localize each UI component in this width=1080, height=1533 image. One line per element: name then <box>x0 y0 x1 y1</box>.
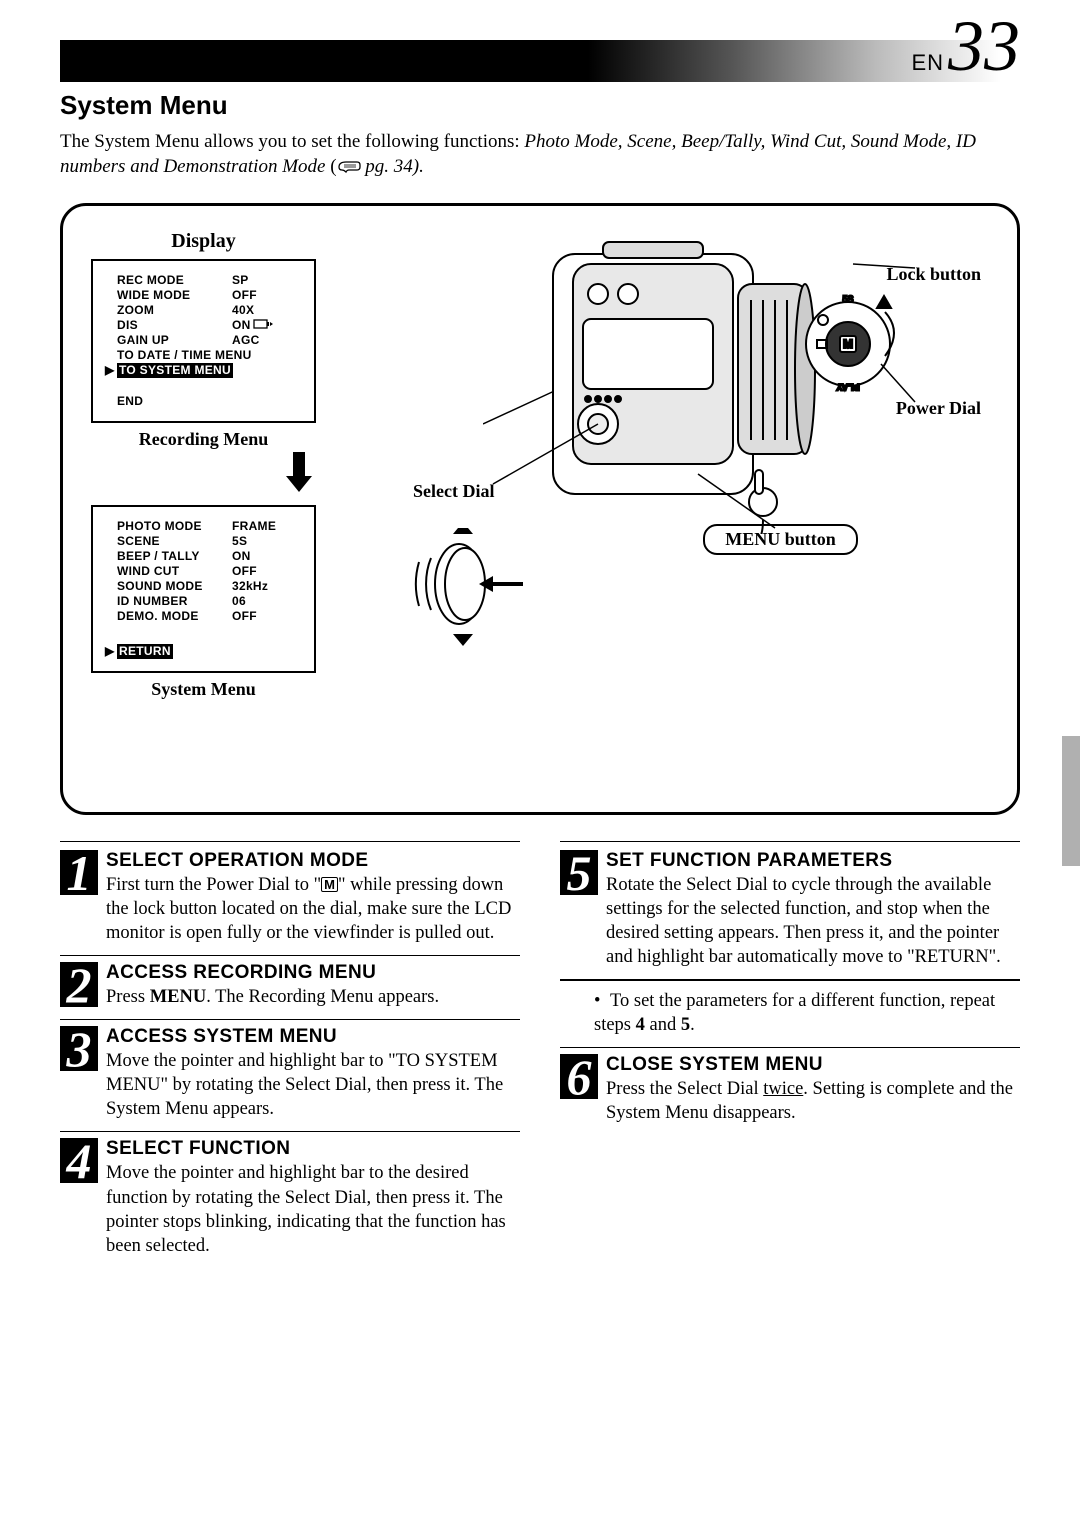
step-2: 2 ACCESS RECORDING MENU Press MENU. The … <box>60 956 520 1020</box>
osd-key: WIND CUT <box>117 564 232 579</box>
step-title: SET FUNCTION PARAMETERS <box>606 850 1020 872</box>
osd-key: ID NUMBER <box>117 594 232 609</box>
steps-columns: 1 SELECT OPERATION MODE First turn the P… <box>60 841 1020 1268</box>
osd-val: SP <box>232 273 249 288</box>
step-text: Move the pointer and highlight bar to "T… <box>106 1049 520 1121</box>
osd-key: SCENE <box>117 534 232 549</box>
step-text: Press the Select Dial twice. Setting is … <box>606 1077 1020 1125</box>
step-text: Rotate the Select Dial to cycle through … <box>606 873 1020 969</box>
osd-key: REC MODE <box>117 273 232 288</box>
osd-key: GAIN UP <box>117 333 232 348</box>
svg-text:M: M <box>843 337 853 351</box>
osd-key: ZOOM <box>117 303 232 318</box>
step-number: 4 <box>60 1138 98 1183</box>
header-gradient-bar <box>60 40 1020 82</box>
note-text: •To set the parameters for a different f… <box>594 989 1020 1037</box>
osd-key: SOUND MODE <box>117 579 232 594</box>
osd-val: 06 <box>232 594 246 609</box>
step-title: SELECT FUNCTION <box>106 1138 520 1160</box>
osd-val: AGC <box>232 333 260 348</box>
step-title: CLOSE SYSTEM MENU <box>606 1054 1020 1076</box>
osd-end: END <box>117 394 143 408</box>
side-tab <box>1062 736 1080 866</box>
osd-highlight: TO SYSTEM MENU <box>117 363 233 378</box>
step-number: 6 <box>560 1054 598 1099</box>
steps-col-right: 5 SET FUNCTION PARAMETERS Rotate the Sel… <box>560 841 1020 1268</box>
step-3: 3 ACCESS SYSTEM MENU Move the pointer an… <box>60 1020 520 1132</box>
osd-val: ON <box>232 549 251 564</box>
down-arrow-icon <box>91 450 316 499</box>
svg-text:5S: 5S <box>842 294 853 304</box>
intro-text-2: ( <box>325 156 336 177</box>
osd-val: 40X <box>232 303 254 318</box>
step-text: First turn the Power Dial to "M" while p… <box>106 873 520 945</box>
display-label: Display <box>91 230 316 253</box>
page-number: EN 33 <box>911 18 1020 76</box>
osd-key: DIS <box>117 318 232 333</box>
diagram-box: Display REC MODESP WIDE MODEOFF ZOOM40X … <box>60 203 1020 815</box>
step-number: 5 <box>560 850 598 895</box>
osd-val: FRAME <box>232 519 276 534</box>
step-number: 3 <box>60 1026 98 1071</box>
step-title: SELECT OPERATION MODE <box>106 850 520 872</box>
recording-menu-caption: Recording Menu <box>91 429 316 450</box>
reference-icon <box>337 156 361 181</box>
step-title: ACCESS RECORDING MENU <box>106 962 520 984</box>
page-lang-label: EN <box>911 50 944 76</box>
osd-key: BEEP / TALLY <box>117 549 232 564</box>
m-mode-icon: M <box>321 877 338 892</box>
step-title: ACCESS SYSTEM MENU <box>106 1026 520 1048</box>
intro-paragraph: The System Menu allows you to set the fo… <box>60 129 1020 181</box>
select-dial-illustration <box>401 528 541 648</box>
step-text: Press MENU. The Recording Menu appears. <box>106 985 520 1009</box>
page-number-value: 33 <box>948 18 1020 76</box>
bullet-icon: • <box>594 989 610 1013</box>
step-6: 6 CLOSE SYSTEM MENU Press the Select Dia… <box>560 1054 1020 1135</box>
osd-val: OFF <box>232 609 257 624</box>
osd-val: OFF <box>232 564 257 579</box>
system-menu-osd: PHOTO MODEFRAME SCENE5S BEEP / TALLYON W… <box>91 505 316 673</box>
osd-line: TO DATE / TIME MENU <box>117 348 252 362</box>
osd-val: ON <box>232 318 273 333</box>
step-text: Move the pointer and highlight bar to th… <box>106 1161 520 1257</box>
recording-menu-osd: REC MODESP WIDE MODEOFF ZOOM40X DISON GA… <box>91 259 316 423</box>
osd-key: DEMO. MODE <box>117 609 232 624</box>
osd-val: 5S <box>232 534 247 549</box>
system-menu-caption: System Menu <box>91 679 316 700</box>
osd-val: OFF <box>232 288 257 303</box>
section-title: System Menu <box>60 90 1020 121</box>
osd-key: WIDE MODE <box>117 288 232 303</box>
osd-key: PHOTO MODE <box>117 519 232 534</box>
note-block: •To set the parameters for a different f… <box>560 980 1020 1048</box>
intro-ref: pg. 34). <box>365 156 424 177</box>
step-1: 1 SELECT OPERATION MODE First turn the P… <box>60 841 520 956</box>
osd-highlight: RETURN <box>117 644 173 659</box>
steps-col-left: 1 SELECT OPERATION MODE First turn the P… <box>60 841 520 1268</box>
battery-icon <box>253 319 273 330</box>
svg-text:PLAY: PLAY <box>836 382 859 392</box>
step-4: 4 SELECT FUNCTION Move the pointer and h… <box>60 1132 520 1267</box>
osd-val: 32kHz <box>232 579 268 594</box>
step-number: 2 <box>60 962 98 1007</box>
step-5: 5 SET FUNCTION PARAMETERS Rotate the Sel… <box>560 841 1020 980</box>
camcorder-illustration: M 5S PLAY <box>483 224 953 534</box>
pointer-icon: ▶ <box>105 363 117 378</box>
pointer-icon: ▶ <box>105 644 117 659</box>
intro-text-1: The System Menu allows you to set the fo… <box>60 131 524 152</box>
step-number: 1 <box>60 850 98 895</box>
